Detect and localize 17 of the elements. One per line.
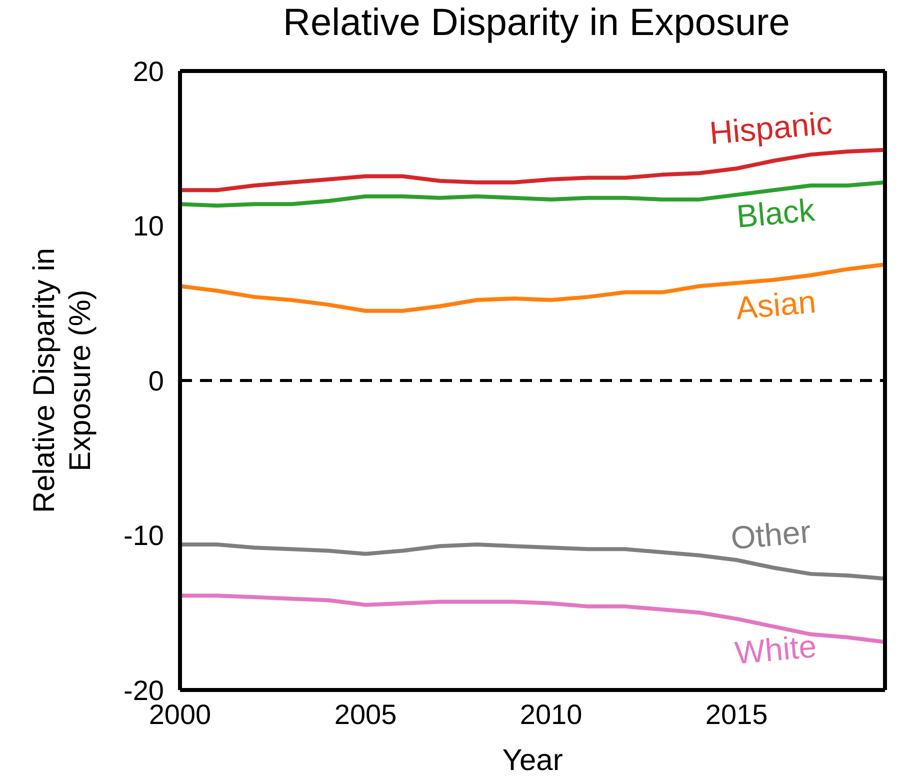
y-tick-label: -20 xyxy=(124,674,164,706)
x-axis-title: Year xyxy=(502,744,563,777)
chart-title: Relative Disparity in Exposure xyxy=(282,2,791,45)
x-tick-label: 2005 xyxy=(334,698,397,730)
x-tick-label: 2010 xyxy=(520,698,582,730)
y-tick-label: 0 xyxy=(148,365,164,396)
y-tick-label: 10 xyxy=(132,210,164,242)
y-tick-label: 20 xyxy=(132,56,164,87)
series-label: Black xyxy=(735,192,818,234)
series-label: Hispanic xyxy=(708,104,834,152)
series-label: Other xyxy=(729,513,813,556)
x-tick-label: 2015 xyxy=(705,698,768,730)
series-label: Asian xyxy=(734,283,818,326)
line-series xyxy=(180,148,885,192)
y-tick-label: -10 xyxy=(124,520,164,552)
series-label: White xyxy=(733,628,818,671)
y-axis-title: Relative Disparity in Exposure (%) xyxy=(28,248,97,514)
